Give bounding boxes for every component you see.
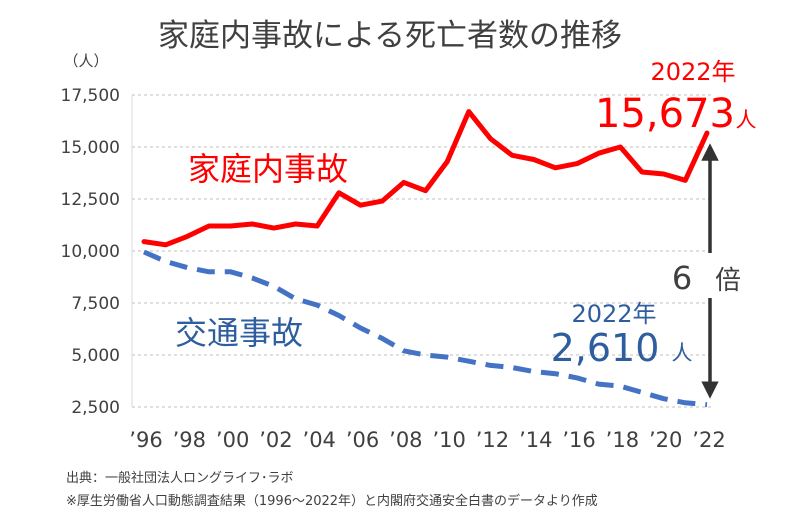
home-annotation-year: 2022年 <box>650 58 735 86</box>
ratio-unit: 倍 <box>715 266 741 296</box>
y-tick-label: 15,000 <box>61 138 120 158</box>
y-tick-label: 5,000 <box>71 346 120 366</box>
x-tick-label: ’16 <box>562 428 595 452</box>
x-tick-label: ’08 <box>389 428 422 452</box>
x-tick-label: ’10 <box>432 428 465 452</box>
chart-title: 家庭内事故による死亡者数の推移 <box>158 18 622 54</box>
ratio-value: 6 <box>672 259 692 297</box>
traffic-annotation-value: 2,610 <box>551 326 660 370</box>
gridlines <box>131 94 712 408</box>
x-tick-label: ’96 <box>129 428 162 452</box>
y-tick-label: 17,500 <box>61 86 120 106</box>
home-annotation-value: 15,673 <box>595 91 735 137</box>
y-tick-label: 10,000 <box>61 242 120 262</box>
x-tick-label: ’02 <box>259 428 292 452</box>
source-line-1: 出典：一般社団法人ロングライフ･ラボ <box>66 470 294 486</box>
x-tick-label: ’06 <box>346 428 379 452</box>
series-label-traffic: 交通事故 <box>175 314 303 352</box>
x-tick-label: ’04 <box>303 428 336 452</box>
x-tick-label: ’14 <box>519 428 552 452</box>
series-lines <box>141 109 710 408</box>
home-annotation-unit: 人 <box>736 108 757 132</box>
y-tick-label: 12,500 <box>61 190 120 210</box>
x-tick-label: ’98 <box>173 428 206 452</box>
series-line-traffic <box>143 249 708 408</box>
series-line-home <box>141 109 710 248</box>
x-tick-label: ’20 <box>649 428 682 452</box>
y-tick-label: 7,500 <box>71 294 120 314</box>
traffic-annotation-unit: 人 <box>672 341 693 365</box>
traffic-annotation-year: 2022年 <box>571 300 656 328</box>
x-tick-label: ’00 <box>216 428 249 452</box>
x-tick-label: ’18 <box>606 428 639 452</box>
x-tick-label: ’22 <box>692 428 725 452</box>
series-label-home: 家庭内事故 <box>188 150 348 188</box>
x-tick-label: ’12 <box>476 428 509 452</box>
x-axis-ticks: ’96 ’98 ’00 ’02 ’04 ’06 ’08 ’10 ’12 ’14 ’16 ’18 ’20 ’… <box>129 428 725 452</box>
y-axis-unit: （人） <box>63 52 108 70</box>
y-tick-label: 2,500 <box>71 398 120 418</box>
y-axis-ticks: 17,500 15,000 12,500 10,000 7,500 5,000 2,500 <box>61 86 120 418</box>
source-line-2: ※厚生労働省人口動態調査結果（1996～2022年）と内閣府交通安全白書のデータ… <box>66 493 598 509</box>
